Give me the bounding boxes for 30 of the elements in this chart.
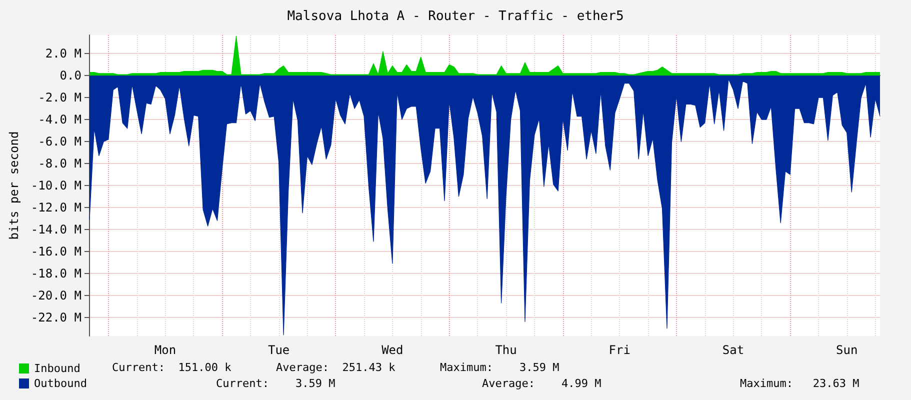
y-tick-label: 0.0: [60, 68, 82, 83]
y-tick-label: -20.0 M: [30, 288, 82, 302]
text: Current: 151.00 k: [112, 361, 232, 374]
y-tick-label: 2.0 M: [45, 46, 82, 61]
y-tick-label: -8.0 M: [38, 156, 82, 171]
text: Average: 4.99 M: [482, 377, 602, 390]
y-tick-label: -4.0 M: [38, 112, 82, 127]
x-tick-label: Sat: [722, 343, 744, 357]
text: Maximum: 3.59 M: [440, 361, 560, 374]
y-tick-label: -6.0 M: [38, 134, 82, 149]
legend-label: Outbound: [34, 377, 87, 390]
x-tick-label: Wed: [382, 343, 404, 357]
text: Current: 3.59 M: [216, 377, 336, 390]
text: Average: 251.43 k: [276, 361, 396, 374]
y-tick-label: -14.0 M: [30, 222, 82, 236]
text: Maximum: 23.63 M: [740, 377, 860, 390]
chart-title: Malsova Lhota A - Router - Traffic - ether5: [287, 9, 624, 24]
x-tick-label: Mon: [154, 343, 176, 357]
x-tick-label: Thu: [495, 343, 517, 357]
y-tick-label: -16.0 M: [30, 244, 82, 258]
y-tick-label: -18.0 M: [30, 266, 82, 280]
y-tick-label: -12.0 M: [30, 200, 82, 214]
x-tick-label: Fri: [608, 343, 630, 357]
y-tick-label: -10.0 M: [30, 178, 82, 192]
x-tick-label: Tue: [268, 343, 290, 357]
y-axis-title: bits per second: [7, 131, 21, 240]
x-tick-label: Sun: [836, 343, 858, 357]
y-tick-label: -2.0 M: [38, 90, 82, 105]
y-tick-label: -22.0 M: [30, 310, 82, 324]
legend-label: Inbound: [34, 362, 80, 375]
